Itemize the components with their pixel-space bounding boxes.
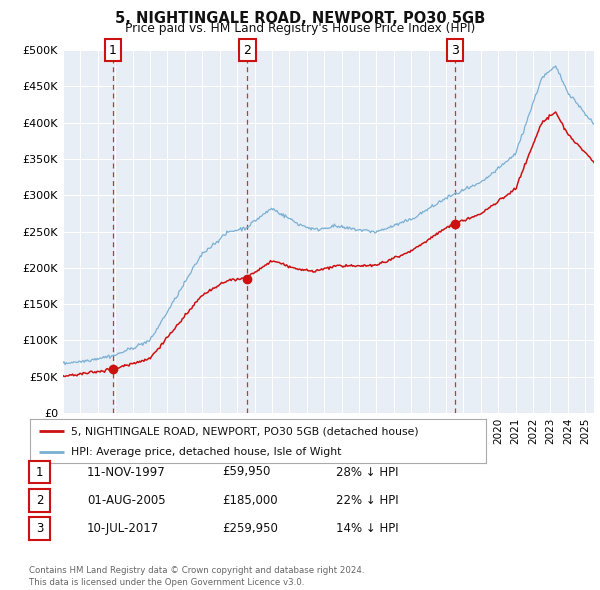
Text: 3: 3: [36, 522, 43, 535]
Text: 22% ↓ HPI: 22% ↓ HPI: [336, 494, 398, 507]
Text: 1: 1: [109, 44, 117, 57]
Text: 11-NOV-1997: 11-NOV-1997: [87, 466, 166, 478]
Text: Price paid vs. HM Land Registry's House Price Index (HPI): Price paid vs. HM Land Registry's House …: [125, 22, 475, 35]
Text: 3: 3: [451, 44, 459, 57]
Text: 28% ↓ HPI: 28% ↓ HPI: [336, 466, 398, 478]
Text: 01-AUG-2005: 01-AUG-2005: [87, 494, 166, 507]
Text: 10-JUL-2017: 10-JUL-2017: [87, 522, 159, 535]
Text: 5, NIGHTINGALE ROAD, NEWPORT, PO30 5GB (detached house): 5, NIGHTINGALE ROAD, NEWPORT, PO30 5GB (…: [71, 427, 419, 436]
Text: Contains HM Land Registry data © Crown copyright and database right 2024.
This d: Contains HM Land Registry data © Crown c…: [29, 566, 364, 587]
Text: 1: 1: [36, 466, 43, 478]
Text: HPI: Average price, detached house, Isle of Wight: HPI: Average price, detached house, Isle…: [71, 447, 341, 457]
Text: 5, NIGHTINGALE ROAD, NEWPORT, PO30 5GB: 5, NIGHTINGALE ROAD, NEWPORT, PO30 5GB: [115, 11, 485, 25]
Text: £59,950: £59,950: [222, 466, 271, 478]
Text: 14% ↓ HPI: 14% ↓ HPI: [336, 522, 398, 535]
Text: 2: 2: [36, 494, 43, 507]
Text: 2: 2: [243, 44, 251, 57]
Text: £185,000: £185,000: [222, 494, 278, 507]
Text: £259,950: £259,950: [222, 522, 278, 535]
